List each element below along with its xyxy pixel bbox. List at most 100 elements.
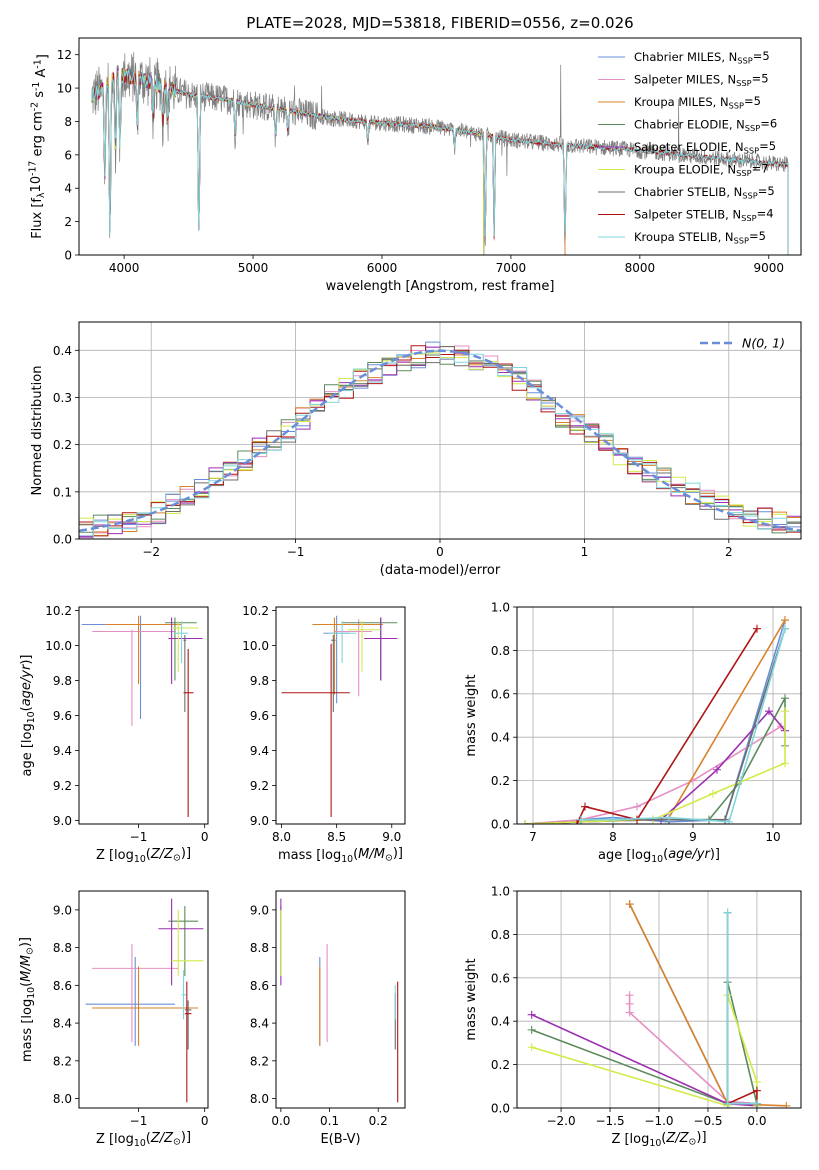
x-tick-label: 0 — [201, 1114, 209, 1128]
mass-weight-marker — [625, 900, 634, 909]
histogram-panel-frame — [78, 321, 802, 540]
y-axis-label: Normed distribution — [30, 366, 45, 496]
age-vs-mass-panel: 8.0 8.5 9.0 9.0 9.2 9.4 9.6 9.8 10.0 10.2 mass [lo… — [242, 604, 406, 865]
y-tick-label: 12 — [57, 48, 72, 62]
y-tick-label: 8.2 — [53, 1054, 72, 1068]
y-axis-label: age [log10​(age/yr)] — [19, 654, 37, 776]
y-tick-label: 9.0 — [53, 903, 72, 917]
x-tick-label: 8000 — [625, 261, 656, 275]
mass-weight-marker — [709, 789, 717, 798]
x-tick-label: 0.1 — [320, 1114, 339, 1128]
mass-weight-marker — [609, 815, 617, 824]
mass-weight-marker — [765, 707, 773, 716]
mass-weight-marker — [782, 1101, 791, 1108]
mass-weight-marker — [625, 991, 634, 1000]
y-tick-label: 9.8 — [250, 674, 269, 688]
text-run: =5 — [749, 229, 766, 243]
text-run: SSP — [741, 213, 756, 223]
text-run: ( — [661, 1131, 666, 1146]
y-tick-label: 8.4 — [53, 1017, 72, 1031]
text-run: A — [34, 69, 49, 82]
mass-weight-marker — [625, 999, 634, 1008]
y-tick-label: 8.0 — [53, 1092, 72, 1106]
normal-curve — [79, 349, 801, 532]
mass-vs-ebv-panel-frame — [275, 890, 406, 1109]
y-tick-label: 10.2 — [45, 604, 72, 618]
text-run: age [log — [20, 723, 35, 776]
y-tick-label: 0.6 — [491, 971, 510, 985]
y-tick-label: 1.0 — [491, 885, 510, 899]
text-run: Chabrier STELIB, N — [634, 185, 742, 199]
spectrum-panel: 4000 5000 6000 7000 8000 9000 0 2 4 6 8 10 12 wavelen… — [28, 37, 802, 294]
y-tick-label: 0.0 — [491, 1102, 510, 1116]
mass-weight-line — [576, 628, 758, 824]
y-tick-label: 8.2 — [250, 1054, 269, 1068]
x-tick-label: 6000 — [367, 261, 398, 275]
text-run: ( — [146, 847, 151, 862]
mass-weight-line — [524, 709, 786, 824]
text-run: )] — [696, 1130, 706, 1145]
y-tick-label: 8.4 — [250, 1017, 269, 1031]
text-run: ⊙ — [173, 1137, 181, 1148]
y-tick-label: 9.4 — [250, 744, 269, 758]
mass-weight-line — [531, 981, 758, 1105]
y-tick-label: 9.6 — [53, 709, 72, 723]
x-tick-label: 2 — [725, 545, 733, 559]
y-tick-label: 9.6 — [250, 709, 269, 723]
x-tick-label: 8 — [609, 830, 617, 844]
mass-weight-marker — [521, 820, 529, 824]
text-run: Z [log — [611, 1132, 649, 1147]
mass-weight-marker — [781, 707, 789, 716]
y-tick-label: 0.4 — [491, 731, 510, 745]
y-tick-label: 9.2 — [250, 779, 269, 793]
mass-weight-marker — [633, 802, 641, 811]
mass-weight-marker — [753, 624, 761, 633]
legend-label: Salpeter MILES, NSSP​=5 — [634, 72, 769, 88]
text-run: λ — [36, 192, 47, 198]
text-run: Chabrier ELODIE, N — [634, 118, 745, 132]
y-axis-label: mass weight — [464, 674, 479, 756]
text-run: ⊙ — [173, 853, 181, 864]
text-run: =5 — [758, 184, 775, 198]
text-run: (data-model)/error — [380, 563, 501, 578]
text-run: SSP — [742, 190, 757, 200]
y-tick-label: 10.0 — [242, 639, 269, 653]
mass-weight-marker — [781, 694, 789, 703]
text-run: Normed distribution — [30, 366, 45, 496]
x-axis-label: Z [log10​(Z/Z⊙​)] — [96, 1130, 191, 1149]
x-tick-label: 0.0 — [271, 1114, 290, 1128]
text-run: mass [log — [20, 999, 35, 1062]
x-tick-label: −0.5 — [693, 1114, 722, 1128]
mass-weight-marker — [527, 1010, 536, 1019]
mass-weight-marker — [625, 1008, 634, 1017]
text-run: SSP — [736, 168, 751, 178]
y-tick-label: 0.2 — [491, 774, 510, 788]
text-run: mass weight — [464, 958, 479, 1040]
legend-label: Kroupa ELODIE, NSSP​=7 — [634, 162, 769, 178]
y-axis-label: mass [log10​(M/M⊙​)] — [18, 937, 37, 1062]
text-run: ( — [19, 982, 34, 987]
x-tick-label: 8.0 — [272, 830, 291, 844]
text-run: wavelength [Angstrom, rest frame] — [326, 279, 555, 294]
mass-weight-line — [581, 628, 786, 821]
y-tick-label: 0 — [64, 249, 72, 263]
text-run: 10 — [134, 1138, 146, 1149]
text-run: Kroupa ELODIE, N — [634, 163, 736, 177]
text-run: 10 — [26, 711, 37, 723]
legend-label: Kroupa STELIB, NSSP​=5 — [634, 229, 766, 245]
legend-label: Chabrier STELIB, NSSP​=5 — [634, 184, 775, 200]
text-run: Flux [f — [30, 198, 45, 239]
text-run: -2 — [29, 102, 40, 111]
text-run: 10 — [26, 987, 37, 999]
legend-label: N(0, 1) — [742, 336, 785, 351]
model-spectrum-line — [91, 68, 485, 255]
text-run: =5 — [752, 72, 769, 86]
y-tick-label: 1.0 — [491, 601, 510, 615]
legend-label: Chabrier ELODIE, NSSP​=6 — [634, 117, 777, 133]
x-tick-label: 0 — [436, 545, 444, 559]
text-run: mass weight — [464, 674, 479, 756]
mass-weight-line — [531, 994, 758, 1107]
text-run: 10 — [651, 854, 663, 865]
text-run: =5 — [759, 139, 776, 153]
y-tick-label: 10.2 — [242, 604, 269, 618]
